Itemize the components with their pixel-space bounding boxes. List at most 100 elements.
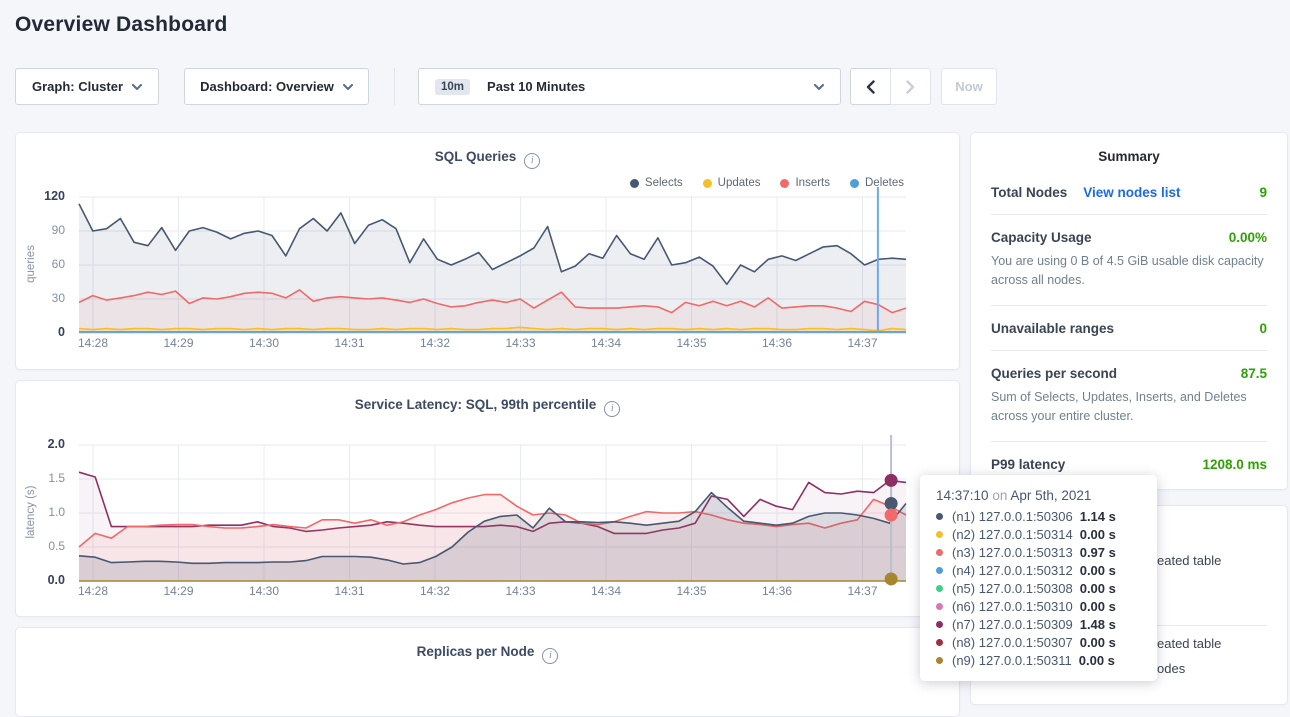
node-color-dot xyxy=(936,620,943,628)
legend-dot xyxy=(850,178,859,188)
x-tick-label: 14:32 xyxy=(419,336,451,350)
toolbar-divider xyxy=(394,68,395,105)
sql-queries-chart-card: SQL Queries i Selects Updates Inserts Delete… xyxy=(15,132,960,370)
info-icon[interactable]: i xyxy=(604,401,621,417)
x-tick-label: 14:35 xyxy=(676,584,707,598)
chart-title-row: Service Latency: SQL, 99th percentile i xyxy=(16,397,959,417)
graph-scope-label: Graph: Cluster xyxy=(31,79,123,94)
info-icon[interactable]: i xyxy=(524,153,541,169)
legend-dot xyxy=(780,178,790,188)
sql-queries-plot[interactable] xyxy=(78,187,907,334)
legend-label: Updates xyxy=(717,177,761,189)
node-color-dot xyxy=(936,548,943,556)
node-color-dot xyxy=(936,602,943,610)
dashboard-dropdown[interactable]: Dashboard: Overview xyxy=(184,68,369,105)
tooltip-node-row: (n5) 127.0.0.1:50308 0.00 s xyxy=(936,579,1141,597)
node-address: (n4) 127.0.0.1:50312 xyxy=(952,562,1073,578)
legend-item-inserts[interactable]: Inserts xyxy=(780,177,830,189)
hover-dot xyxy=(884,508,898,522)
x-tick-label: 14:28 xyxy=(77,584,109,598)
x-axis: 14:28 14:29 14:30 14:31 14:32 14:33 14:34 14:35… xyxy=(77,584,906,602)
x-tick-label: 14:30 xyxy=(248,584,280,598)
summary-row-qps: Queries per second 87.5 Sum of Selects, … xyxy=(991,351,1267,442)
node-latency-value: 0.00 s xyxy=(1079,634,1116,650)
y-tick-label: 1.5 xyxy=(48,471,65,485)
capacity-usage-value: 0.00% xyxy=(1228,230,1267,245)
chevron-right-icon xyxy=(906,79,915,94)
tooltip-on: on xyxy=(992,488,1008,503)
x-tick-label: 14:35 xyxy=(676,336,707,350)
legend-dot xyxy=(702,178,712,188)
y-tick-label: 120 xyxy=(44,189,65,203)
hover-dot xyxy=(884,572,898,586)
node-address: (n5) 127.0.0.1:50308 xyxy=(952,580,1073,596)
info-icon[interactable]: i xyxy=(542,648,559,664)
total-nodes-value: 9 xyxy=(1259,185,1267,200)
x-tick-label: 14:31 xyxy=(334,336,365,350)
summary-panel: Summary Total Nodes View nodes list 9 Ca… xyxy=(970,132,1288,490)
capacity-usage-description: You are using 0 B of 4.5 GiB usable disk… xyxy=(991,254,1264,288)
replicas-per-node-chart-card: Replicas per Node i xyxy=(15,627,960,717)
x-tick-label: 14:30 xyxy=(248,336,280,350)
overview-dashboard-page: { "page": {"title": "Overview Dashboard"… xyxy=(0,13,1290,717)
tooltip-node-row: (n8) 127.0.0.1:50307 0.00 s xyxy=(936,633,1141,651)
series-line xyxy=(78,203,907,286)
time-back-button[interactable] xyxy=(850,68,891,105)
now-button[interactable]: Now xyxy=(941,68,997,105)
time-forward-button[interactable] xyxy=(890,68,931,105)
y-tick-label: 0.5 xyxy=(48,539,65,553)
event-item-fragment[interactable]: eated table xyxy=(1157,636,1222,651)
x-tick-label: 14:37 xyxy=(847,336,878,350)
x-tick-label: 14:34 xyxy=(590,336,622,350)
summary-row-total-nodes: Total Nodes View nodes list 9 xyxy=(991,170,1267,215)
node-latency-value: 0.00 s xyxy=(1079,580,1116,596)
tooltip-rows: (n1) 127.0.0.1:50306 1.14 s (n2) 127.0.0.1… xyxy=(936,507,1141,669)
node-address: (n8) 127.0.0.1:50307 xyxy=(952,634,1073,650)
legend-item-updates[interactable]: Updates xyxy=(702,177,761,189)
hover-dot xyxy=(884,473,898,487)
legend-dot xyxy=(629,178,639,188)
graph-scope-dropdown[interactable]: Graph: Cluster xyxy=(15,68,159,105)
node-address: (n6) 127.0.0.1:50310 xyxy=(952,598,1073,614)
p99-latency-value: 1208.0 ms xyxy=(1202,456,1267,472)
node-address: (n9) 127.0.0.1:50311 xyxy=(952,652,1072,668)
node-color-dot xyxy=(936,512,943,520)
series-area xyxy=(79,494,906,581)
toolbar: Graph: Cluster Dashboard: Overview 10m P… xyxy=(0,68,1290,105)
event-item-fragment[interactable]: odes xyxy=(1157,661,1186,676)
x-tick-label: 14:37 xyxy=(847,584,878,598)
y-tick-label: 0.0 xyxy=(47,573,65,587)
node-latency-value: 1.48 s xyxy=(1079,616,1116,632)
dashboard-label: Dashboard: Overview xyxy=(200,79,334,94)
y-tick-label: 90 xyxy=(51,223,65,237)
node-latency-value: 0.97 s xyxy=(1079,544,1116,560)
qps-description: Sum of Selects, Updates, Inserts, and De… xyxy=(991,389,1247,424)
chart-title: Replicas per Node xyxy=(416,644,535,659)
x-tick-label: 14:33 xyxy=(505,584,536,598)
tooltip-node-row: (n9) 127.0.0.1:50311 0.00 s xyxy=(936,651,1141,669)
node-latency-value: 1.14 s xyxy=(1079,508,1116,524)
time-range-dropdown[interactable]: 10m Past 10 Minutes xyxy=(418,68,841,105)
node-latency-value: 0.00 s xyxy=(1079,598,1116,614)
node-color-dot xyxy=(936,566,943,574)
x-tick-label: 14:29 xyxy=(163,336,194,350)
summary-title: Summary xyxy=(1098,149,1160,164)
node-color-dot xyxy=(936,530,943,538)
hover-dot xyxy=(884,496,898,510)
view-nodes-list-link[interactable]: View nodes list xyxy=(1083,185,1181,200)
summary-row-p99: P99 latency 1208.0 ms xyxy=(991,442,1267,486)
legend-item-selects[interactable]: Selects xyxy=(629,177,683,189)
series-line xyxy=(78,326,907,332)
event-item-fragment[interactable]: eated table xyxy=(1157,553,1222,568)
service-latency-plot[interactable] xyxy=(78,435,907,586)
x-tick-label: 14:29 xyxy=(163,584,194,598)
node-address: (n7) 127.0.0.1:50309 xyxy=(952,616,1073,632)
chart-legend: Selects Updates Inserts Deletes xyxy=(629,177,904,189)
summary-row-capacity: Capacity Usage 0.00% You are using 0 B o… xyxy=(991,215,1267,306)
chevron-down-icon xyxy=(132,83,142,90)
x-axis: 14:28 14:29 14:30 14:31 14:32 14:33 14:34 14:35… xyxy=(78,336,906,354)
chart-title: Service Latency: SQL, 99th percentile xyxy=(354,397,597,412)
tooltip-node-row: (n3) 127.0.0.1:50313 0.97 s xyxy=(936,543,1141,561)
node-color-dot xyxy=(936,638,943,646)
legend-item-deletes[interactable]: Deletes xyxy=(850,177,904,189)
